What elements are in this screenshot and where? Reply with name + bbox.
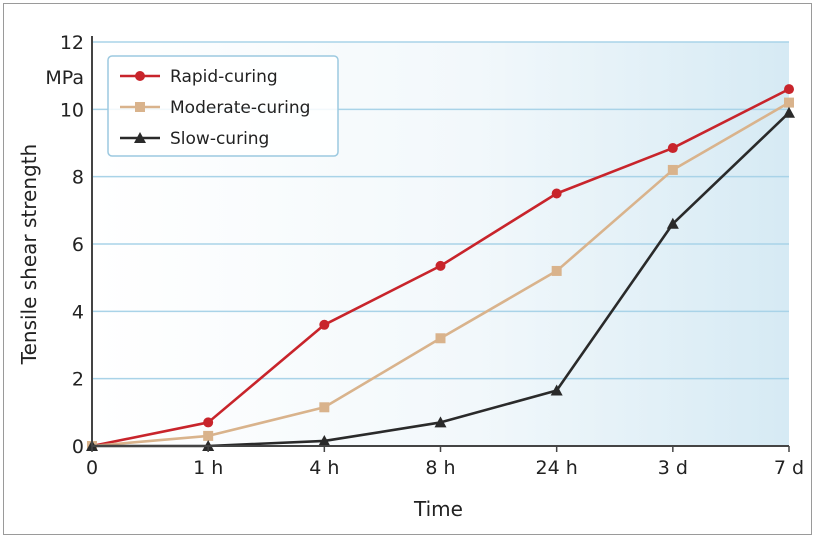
- y-tick-label: 0: [72, 436, 84, 458]
- data-point: [203, 417, 214, 428]
- data-point: [667, 164, 678, 175]
- x-tick-label: 8 h: [425, 457, 455, 479]
- x-tick-label: 7 d: [774, 457, 804, 479]
- y-tick-label: 8: [72, 167, 84, 189]
- y-tick-label: 4: [72, 301, 84, 323]
- data-point: [135, 102, 145, 112]
- x-tick-label: 24 h: [536, 457, 578, 479]
- y-tick-label: 2: [72, 369, 84, 391]
- legend-label: Rapid-curing: [170, 67, 278, 87]
- axes: [91, 36, 790, 452]
- data-point: [203, 430, 214, 441]
- data-point: [435, 333, 446, 344]
- data-point: [319, 319, 330, 330]
- data-point: [551, 188, 562, 199]
- y-tick-label: 10: [60, 99, 84, 121]
- y-tick-label: 6: [72, 234, 84, 256]
- x-tick-label: 0: [86, 457, 98, 479]
- data-point: [551, 265, 562, 276]
- data-point: [319, 402, 330, 413]
- legend-entry: Moderate-curing: [120, 98, 310, 118]
- data-point: [784, 84, 794, 95]
- legend-box: [107, 55, 339, 157]
- data-point: [666, 217, 679, 229]
- data-point: [550, 384, 563, 396]
- gridlines: [92, 41, 789, 380]
- y-axis-label: Tensile shear strength: [17, 144, 41, 365]
- data-point: [784, 97, 794, 108]
- x-tick-label: 3 d: [658, 457, 688, 479]
- legend-entry: Slow-curing: [120, 129, 269, 149]
- data-point: [135, 71, 145, 81]
- x-axis-label: Time: [413, 497, 463, 521]
- legend-label: Slow-curing: [170, 129, 269, 149]
- legend-entry: Rapid-curing: [120, 67, 278, 87]
- data-point: [783, 106, 795, 118]
- data-point: [435, 260, 446, 271]
- data-point: [134, 132, 146, 143]
- y-tick-label: 12: [60, 32, 84, 54]
- data-point: [434, 416, 447, 428]
- legend: Rapid-curing Moderate-curing Slow-curing: [107, 55, 339, 157]
- y-axis-unit: MPa: [45, 67, 84, 89]
- x-tick-label: 1 h: [193, 457, 223, 479]
- x-tick-label: 4 h: [309, 457, 339, 479]
- data-point: [667, 143, 678, 154]
- tick-labels: 0 2 4 6 8 10 12 0 1 h 4 h 8 h 24 h 3 d 7 d: [60, 32, 804, 479]
- legend-label: Moderate-curing: [170, 98, 310, 118]
- data-point: [318, 434, 331, 446]
